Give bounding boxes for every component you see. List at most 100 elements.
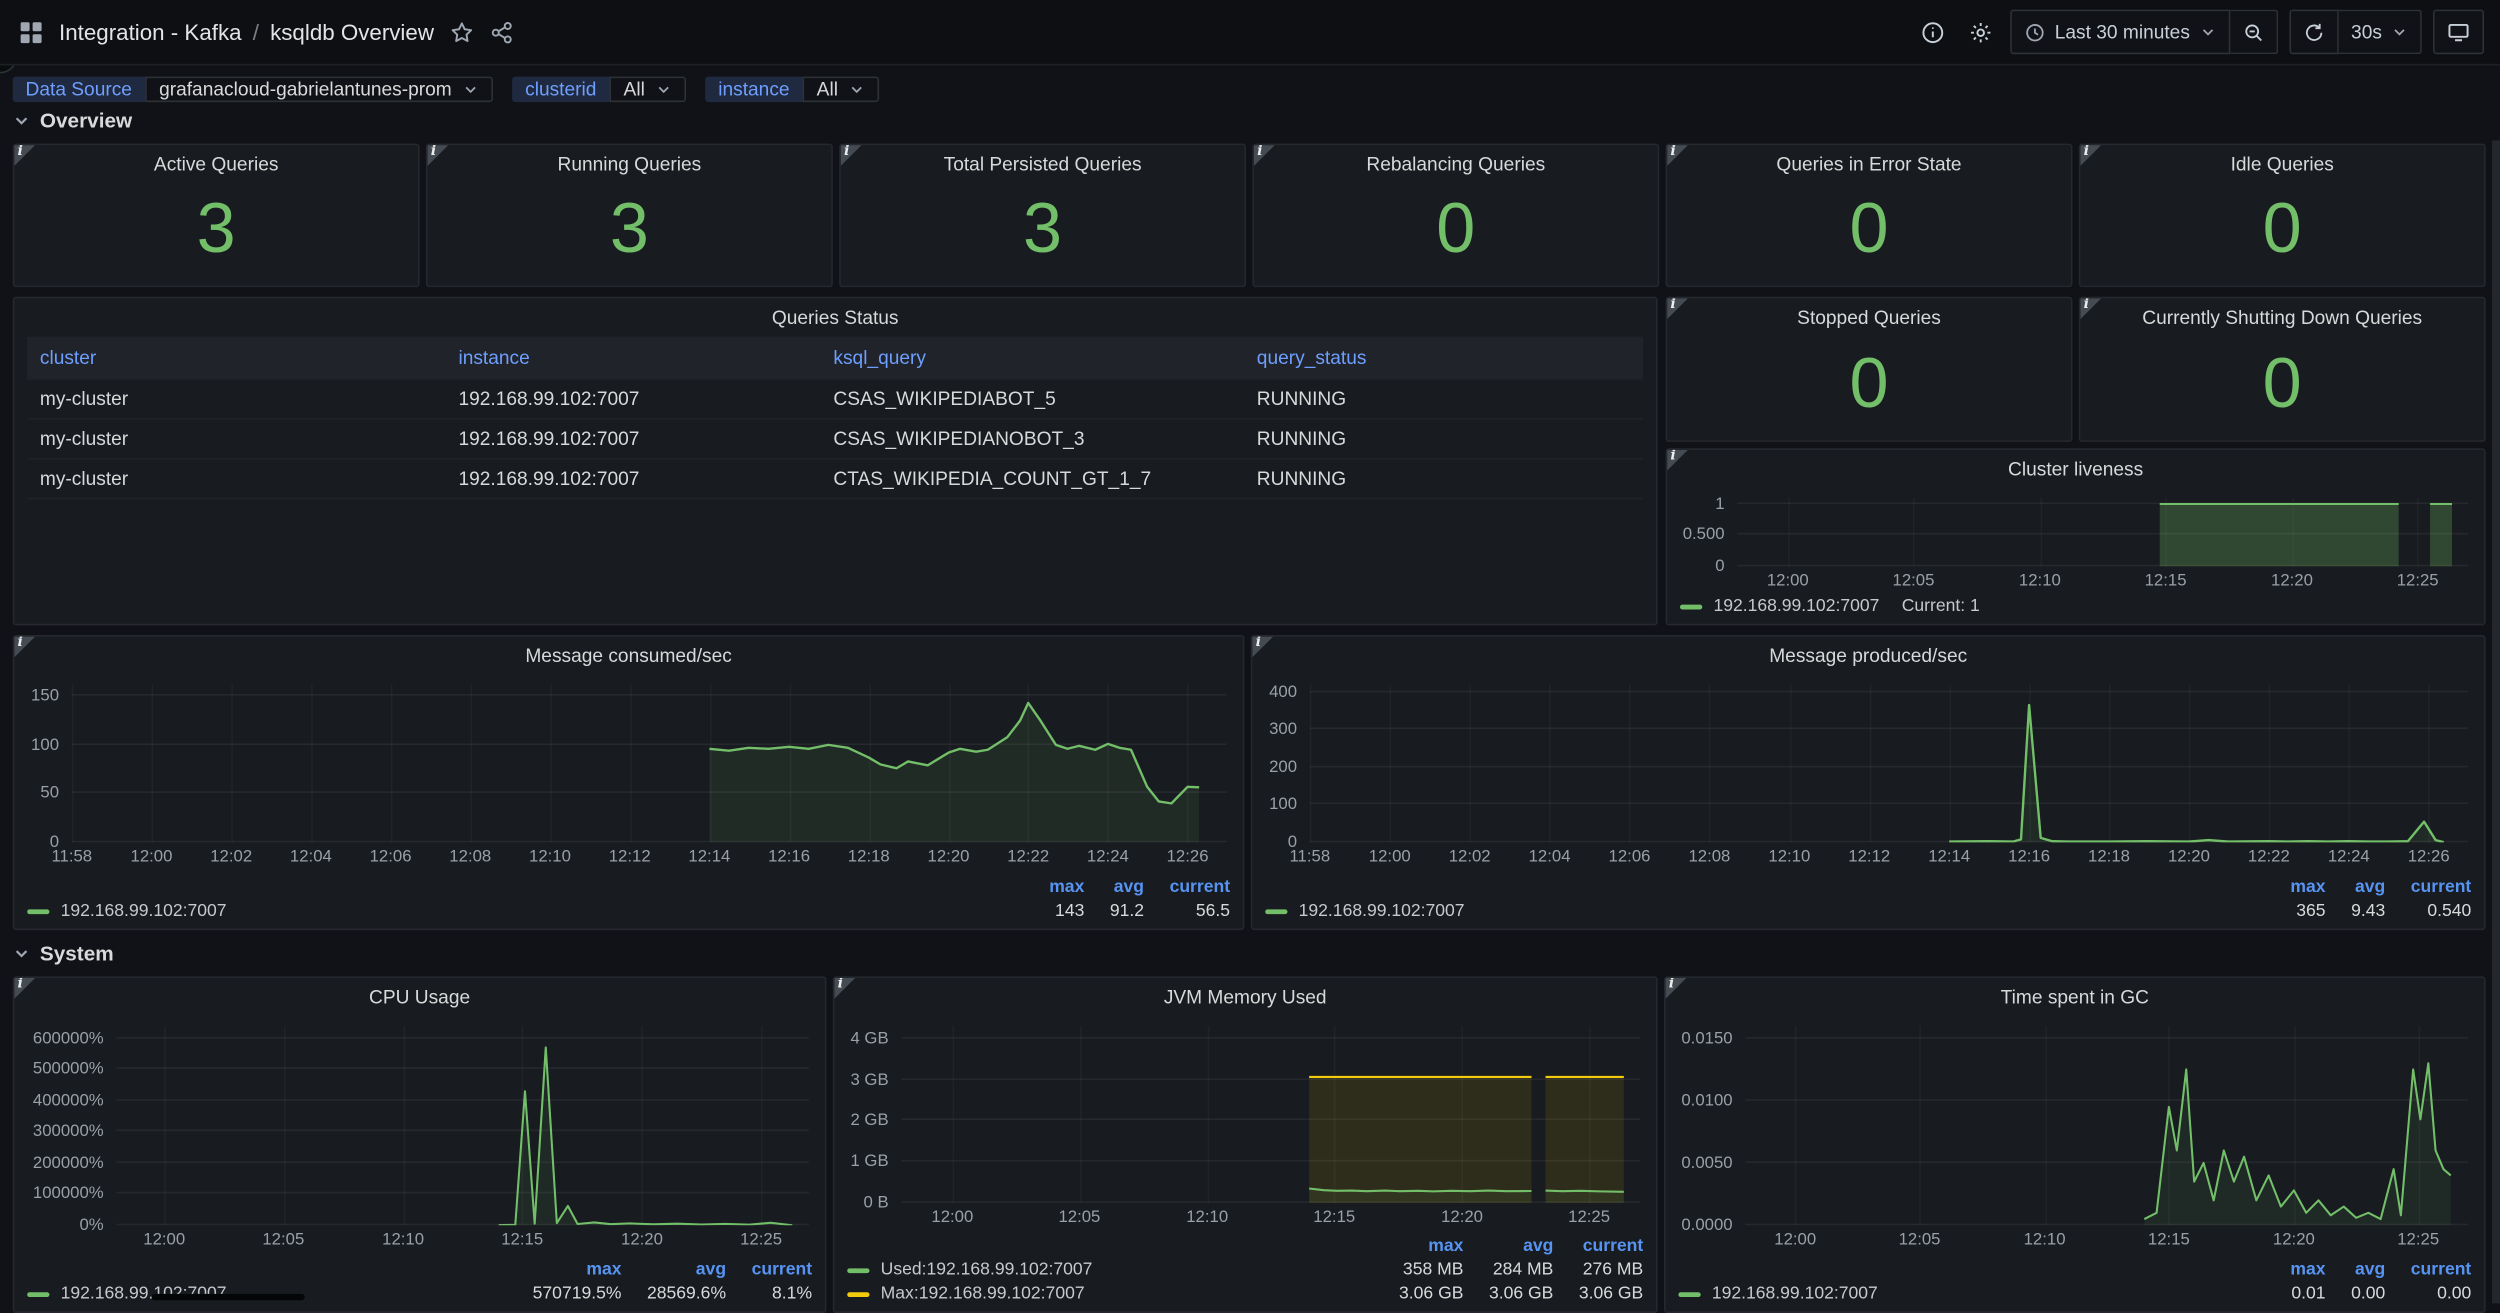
- variable-value-instance[interactable]: All: [802, 76, 880, 103]
- refresh-icon[interactable]: [2288, 9, 2339, 55]
- legend-column-header[interactable]: current: [1582, 1236, 1644, 1256]
- panel-info-icon[interactable]: i: [1667, 298, 1688, 320]
- time-range-picker[interactable]: Last 30 minutes: [2010, 9, 2230, 55]
- variable-label-clusterid: clusterid: [512, 76, 610, 103]
- chart-plot[interactable]: [116, 1025, 809, 1226]
- panel-info-icon[interactable]: i: [1253, 145, 1275, 166]
- chart: 0.0000 0.0050 0.0100 0.0150 12:00 12:05 12:10 1…: [1675, 1016, 2471, 1251]
- panel-info-icon[interactable]: i: [1665, 977, 1687, 999]
- legend-column-header[interactable]: max: [2290, 1260, 2326, 1280]
- panel-info-icon[interactable]: i: [1667, 449, 1688, 471]
- apps-grid-icon[interactable]: [19, 20, 43, 44]
- panel-cluster-liveness: i Cluster liveness 0 0.500 1 12:00 12:05 12:1…: [1665, 448, 2486, 626]
- legend-column-header[interactable]: max: [1428, 1236, 1464, 1256]
- panel-title[interactable]: Time spent in GC: [2000, 985, 2149, 1009]
- legend-column-header[interactable]: current: [2410, 877, 2472, 897]
- legend-column-header[interactable]: avg: [1113, 877, 1145, 897]
- panel-title[interactable]: Running Queries: [557, 153, 702, 176]
- panel-title[interactable]: Active Queries: [153, 153, 279, 176]
- dashboard-info-icon[interactable]: [1914, 11, 1951, 52]
- legend-series-name[interactable]: Max:192.168.99.102:7007: [880, 1284, 1085, 1304]
- legend-column-header[interactable]: max: [586, 1260, 622, 1280]
- panel-title[interactable]: Rebalancing Queries: [1366, 153, 1546, 176]
- panel-info-icon[interactable]: i: [840, 145, 862, 166]
- zoom-out-icon[interactable]: [2229, 9, 2278, 55]
- panel-title[interactable]: Queries in Error State: [1776, 153, 1962, 176]
- legend-column-header[interactable]: max: [2290, 877, 2326, 897]
- panel-title[interactable]: CPU Usage: [369, 985, 471, 1009]
- legend-column-header[interactable]: current: [751, 1260, 813, 1280]
- panel-info-icon[interactable]: i: [2080, 145, 2102, 166]
- y-axis-label: 300: [1269, 719, 1298, 740]
- column-header-query-status[interactable]: query_status: [1256, 346, 1367, 369]
- cell-query-status: RUNNING: [1256, 467, 1347, 490]
- panel-title[interactable]: Message consumed/sec: [525, 644, 732, 667]
- breadcrumb-folder[interactable]: Integration - Kafka: [59, 19, 242, 45]
- legend-column-header[interactable]: current: [2410, 1260, 2472, 1280]
- settings-gear-icon[interactable]: [1962, 11, 1999, 52]
- star-icon[interactable]: [450, 20, 474, 44]
- top-nav-bar: Integration - Kafka / ksqldb Overview: [0, 0, 2500, 66]
- legend: max avg current Used:192.168.99.102:7007 358…: [847, 1235, 1643, 1307]
- legend-column-header[interactable]: avg: [695, 1260, 727, 1280]
- panel-currently-shutting-down-queries: i Currently Shutting Down Queries 0: [2078, 296, 2486, 442]
- variable-value-clusterid[interactable]: All: [609, 76, 687, 103]
- column-header-cluster[interactable]: cluster: [39, 346, 97, 369]
- cycle-view-monitor-icon[interactable]: [2432, 9, 2485, 55]
- panel-info-icon[interactable]: i: [14, 636, 36, 658]
- x-axis-label: 12:05: [1892, 571, 1935, 591]
- panel-info-icon[interactable]: i: [1252, 636, 1274, 658]
- legend-series-name[interactable]: 192.168.99.102:7007: [1713, 596, 1880, 616]
- legend-series-name[interactable]: 192.168.99.102:7007: [1711, 1284, 1878, 1304]
- panel-info-icon[interactable]: i: [427, 145, 449, 166]
- panel-title[interactable]: Stopped Queries: [1797, 306, 1941, 329]
- chart-plot[interactable]: [901, 1025, 1641, 1203]
- breadcrumb-dashboard-name[interactable]: ksqldb Overview: [270, 19, 434, 45]
- y-axis-label: 50: [40, 784, 60, 804]
- legend-series-swatch: [27, 908, 50, 914]
- column-header-ksql-query[interactable]: ksql_query: [833, 346, 926, 369]
- chart-plot[interactable]: [71, 684, 1227, 843]
- x-axis-label: 12:20: [1441, 1207, 1483, 1227]
- panel-title[interactable]: Queries Status: [771, 306, 899, 329]
- refresh-interval-picker[interactable]: 30s: [2338, 9, 2422, 55]
- panel-title[interactable]: Cluster liveness: [2008, 457, 2144, 481]
- panel-queries-status: Queries Status cluster instance ksql_que…: [12, 296, 1658, 626]
- legend-series-name[interactable]: 192.168.99.102:7007: [1298, 901, 1465, 921]
- legend-series-name[interactable]: Used:192.168.99.102:7007: [880, 1260, 1093, 1280]
- x-axis-label: 12:10: [1186, 1207, 1229, 1227]
- stat-value: 0: [1849, 343, 1889, 422]
- panel-info-icon[interactable]: i: [14, 145, 36, 166]
- panel-info-icon[interactable]: i: [1667, 145, 1688, 166]
- chart-plot[interactable]: [1737, 497, 2469, 567]
- column-header-instance[interactable]: instance: [458, 346, 530, 369]
- horizontal-scrollbar-thumb[interactable]: [151, 1293, 305, 1301]
- chevron-down-icon: [2392, 24, 2408, 40]
- section-system[interactable]: System: [13, 941, 114, 965]
- vertical-scrollbar[interactable]: [2492, 140, 2500, 1304]
- panel-title[interactable]: Total Persisted Queries: [943, 153, 1142, 176]
- panel-info-icon[interactable]: i: [2080, 298, 2102, 320]
- panel-title[interactable]: Currently Shutting Down Queries: [2142, 306, 2423, 329]
- variable-value-datasource[interactable]: grafanacloud-gabrielantunes-prom: [144, 76, 494, 103]
- x-axis-label: 12:14: [688, 847, 731, 867]
- panel-title[interactable]: Idle Queries: [2230, 153, 2334, 176]
- panel-info-icon[interactable]: i: [834, 977, 856, 999]
- panel-title[interactable]: JVM Memory Used: [1163, 985, 1327, 1009]
- stat-value: 3: [1023, 189, 1063, 269]
- chart-plot[interactable]: [1309, 684, 2469, 843]
- legend-column-header[interactable]: avg: [2355, 877, 2386, 897]
- section-overview[interactable]: Overview: [13, 108, 132, 132]
- legend-series-name[interactable]: 192.168.99.102:7007: [60, 901, 227, 921]
- x-axis-label: 12:25: [2397, 1230, 2440, 1250]
- legend-column-header[interactable]: avg: [1523, 1236, 1554, 1256]
- table-row: my-cluster 192.168.99.102:7007 CSAS_WIKI…: [27, 380, 1644, 420]
- panel-title[interactable]: Message produced/sec: [1769, 644, 1968, 667]
- legend-column-header[interactable]: current: [1169, 877, 1231, 897]
- legend-column-header[interactable]: max: [1049, 877, 1085, 897]
- chart-plot[interactable]: [1745, 1025, 2469, 1226]
- cell-cluster: my-cluster: [39, 467, 129, 490]
- legend-column-header[interactable]: avg: [2355, 1260, 2386, 1280]
- share-icon[interactable]: [490, 20, 514, 44]
- panel-info-icon[interactable]: i: [14, 977, 36, 999]
